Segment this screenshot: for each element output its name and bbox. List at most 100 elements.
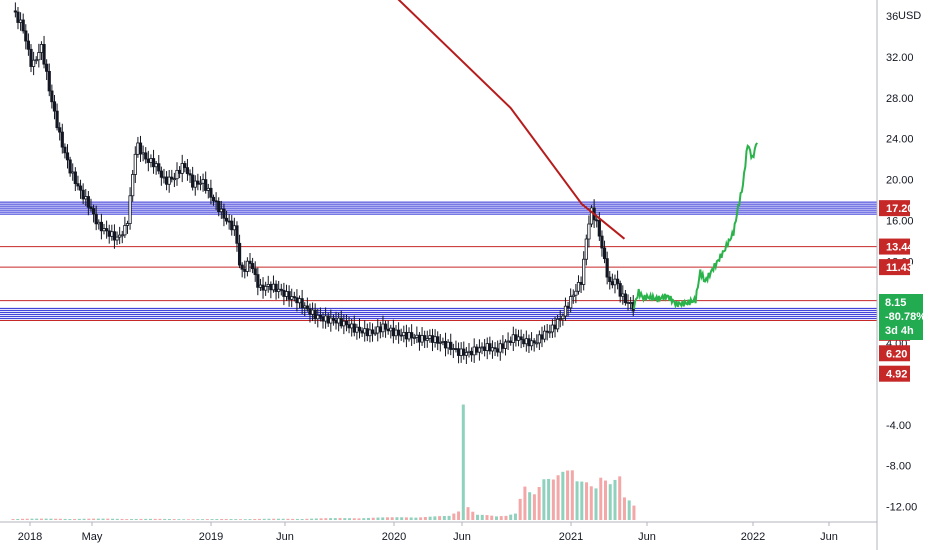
candle-body — [271, 283, 276, 291]
candle — [230, 215, 234, 236]
candle — [451, 343, 455, 359]
candle — [506, 332, 510, 351]
candle — [389, 324, 393, 339]
candle-body — [615, 278, 620, 284]
volume-bar — [286, 518, 290, 520]
price-tag: 6.20 — [879, 345, 910, 362]
volume-bar — [438, 516, 442, 520]
candle-body — [430, 335, 435, 343]
candle-body — [360, 330, 364, 334]
volume-bar — [310, 518, 314, 520]
candle-body — [329, 317, 333, 324]
current-price-bg — [879, 294, 923, 340]
candle-body — [94, 213, 98, 225]
candle — [569, 288, 573, 313]
price-tag-bg — [879, 238, 910, 255]
volume-bar — [182, 519, 186, 520]
candle-body — [506, 340, 510, 343]
candle — [305, 297, 309, 312]
candle — [441, 337, 445, 346]
price-tag: 4.92 — [879, 365, 910, 382]
candle — [175, 162, 179, 186]
candle — [509, 336, 513, 346]
candle-body — [428, 335, 432, 339]
candle — [118, 226, 122, 245]
volume-bar — [348, 518, 352, 520]
x-tick-label: Jun — [276, 531, 294, 543]
candle-body — [128, 195, 132, 224]
volume-bar — [68, 519, 72, 520]
candle — [261, 277, 265, 299]
candle — [13, 2, 17, 18]
candle — [402, 325, 406, 343]
time-axis[interactable]: 2018 May 2019 Jun 2020 Jun 2021 Jun 2022 Jun — [18, 522, 838, 543]
candle — [102, 223, 106, 235]
volume-bar — [115, 518, 119, 520]
volume-bar — [400, 517, 404, 520]
projection-line — [632, 142, 759, 310]
volume-bar — [371, 517, 375, 520]
candle-body — [550, 324, 555, 333]
candle — [277, 280, 281, 299]
candle — [485, 337, 489, 360]
volume-bar — [205, 519, 209, 520]
candle-body — [230, 220, 234, 231]
candle-body — [407, 332, 411, 340]
candle — [151, 149, 156, 174]
candle — [386, 320, 390, 335]
candle-body — [313, 309, 317, 320]
candle — [97, 219, 101, 230]
candle — [433, 329, 437, 348]
candle — [172, 172, 176, 188]
candle-body — [206, 187, 210, 191]
candle — [399, 328, 403, 341]
volume-bar — [499, 516, 503, 520]
volume-bar — [191, 519, 195, 520]
x-tick-label: Jun — [453, 531, 471, 543]
candle-body — [138, 142, 143, 155]
candle — [68, 156, 72, 177]
candle-body — [548, 331, 552, 334]
volume-bar — [134, 518, 138, 520]
candle-body — [600, 235, 604, 249]
candle — [55, 103, 59, 131]
volume-bar — [404, 517, 408, 520]
volume-bar — [186, 519, 190, 520]
candle — [253, 261, 257, 282]
price-tags: 17.2013.4411.438.106.204.928.15-80.78%3d… — [879, 200, 926, 382]
y-tick-label: 36 — [886, 11, 898, 23]
volume-bar — [125, 519, 129, 520]
candle-body — [81, 189, 85, 200]
candle — [610, 273, 614, 289]
candle — [464, 346, 468, 364]
candle-body — [415, 334, 419, 338]
candle — [368, 322, 372, 343]
candle-body — [185, 167, 190, 175]
volume-bar — [319, 518, 323, 520]
candle — [597, 212, 601, 241]
candle — [514, 328, 518, 347]
candle — [120, 230, 124, 244]
candle-body — [509, 340, 513, 343]
candle-body — [264, 285, 268, 291]
candle-body — [443, 340, 448, 349]
candle-body — [154, 163, 158, 168]
candle — [154, 160, 158, 175]
candle — [355, 323, 359, 340]
candle-body — [608, 276, 612, 283]
candle-body — [13, 10, 17, 13]
volume-bar — [291, 518, 295, 520]
x-tick-label: 2018 — [18, 531, 42, 543]
candle — [136, 136, 140, 158]
candle — [91, 204, 96, 223]
candle — [329, 309, 333, 332]
candle — [608, 271, 612, 290]
candle-body — [99, 221, 104, 232]
candle-body — [290, 296, 294, 300]
volume-bar — [428, 516, 432, 520]
candle — [198, 176, 203, 191]
candle — [185, 158, 190, 181]
candle — [391, 319, 395, 344]
candle-body — [556, 318, 560, 330]
